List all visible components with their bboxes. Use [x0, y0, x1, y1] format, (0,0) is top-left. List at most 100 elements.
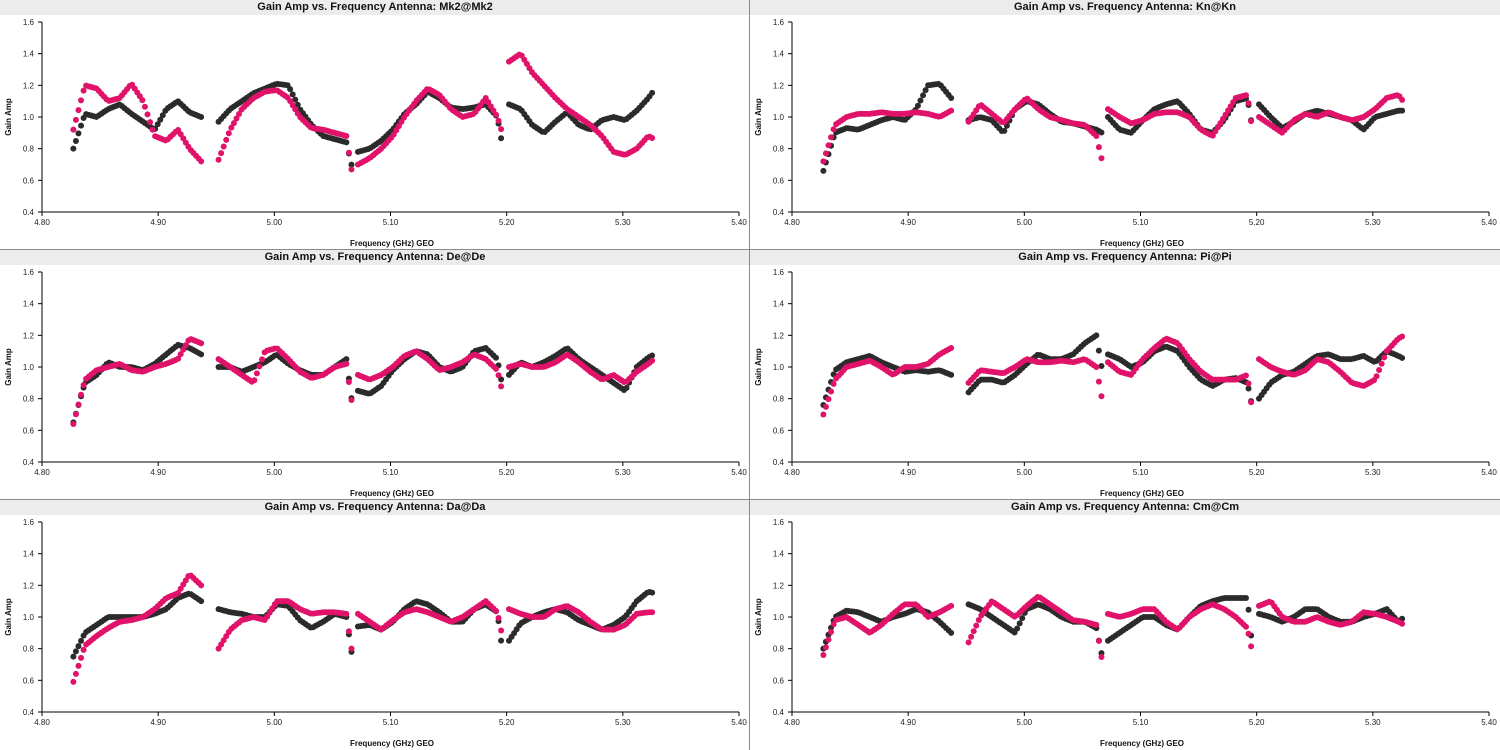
data-point: [828, 134, 835, 141]
data-point: [1245, 100, 1252, 107]
y-tick-label: 0.4: [23, 708, 35, 717]
data-point: [182, 342, 189, 349]
data-point: [253, 370, 260, 377]
data-point: [498, 383, 505, 390]
data-point: [147, 119, 154, 126]
plot-title: Gain Amp vs. Frequency Antenna: Cm@Cm: [750, 500, 1500, 515]
data-point: [1242, 595, 1249, 601]
data-point: [80, 381, 87, 388]
y-tick-label: 1.2: [773, 331, 785, 340]
x-tick-label: 5.20: [499, 218, 515, 227]
data-point: [649, 357, 656, 364]
y-tick-label: 0.8: [773, 645, 785, 654]
y-tick-label: 0.4: [23, 458, 35, 467]
x-tick-label: 5.30: [615, 468, 631, 477]
data-point: [343, 356, 350, 363]
series-1: [820, 332, 1406, 408]
data-point: [973, 622, 980, 629]
data-point: [256, 363, 263, 370]
x-tick-label: 5.10: [383, 218, 399, 227]
y-tick-label: 0.8: [23, 395, 35, 404]
x-tick-label: 5.40: [731, 468, 747, 477]
x-tick-label: 5.40: [1481, 218, 1497, 227]
data-point: [1399, 333, 1406, 340]
x-tick-label: 5.30: [1365, 218, 1381, 227]
data-point: [948, 629, 955, 636]
x-tick-label: 5.30: [1365, 718, 1381, 727]
data-point: [78, 637, 85, 644]
data-point: [1098, 155, 1105, 162]
y-tick-label: 1.6: [23, 518, 35, 527]
data-point: [1248, 118, 1255, 125]
data-point: [72, 138, 79, 144]
data-point: [1093, 332, 1100, 339]
data-point: [649, 589, 656, 596]
y-tick-label: 0.6: [773, 426, 785, 435]
data-point: [80, 87, 87, 94]
data-point: [198, 340, 205, 347]
axes: 0.4 0.6 0.8 1.0 1.2 1.4 1.6 4.80 4.90 5.00 5.10 5.2…: [23, 268, 747, 477]
y-tick-label: 0.4: [23, 208, 35, 217]
data-point: [1399, 96, 1406, 103]
x-tick-label: 4.80: [784, 218, 800, 227]
x-tick-label: 4.90: [900, 218, 916, 227]
data-point: [345, 378, 352, 385]
y-tick-label: 0.4: [773, 458, 785, 467]
data-point: [820, 158, 827, 165]
data-point: [1242, 623, 1249, 630]
data-point: [223, 136, 230, 143]
data-point: [498, 637, 505, 644]
data-point: [292, 96, 299, 103]
data-point: [1093, 364, 1100, 370]
data-point: [495, 117, 502, 124]
y-tick-label: 1.6: [23, 268, 35, 277]
axes: 0.4 0.6 0.8 1.0 1.2 1.4 1.6 4.80 4.90 5.00 5.10 5.2…: [23, 18, 747, 227]
x-tick-label: 4.90: [150, 468, 166, 477]
y-tick-label: 1.6: [773, 268, 785, 277]
data-point: [1245, 630, 1252, 637]
y-tick-label: 1.2: [23, 81, 35, 90]
chart-mk2: 0.4 0.6 0.8 1.0 1.2 1.4 1.6 4.80 4.90 5.00 5.10 5.2…: [4, 18, 747, 248]
y-tick-label: 1.0: [23, 363, 35, 372]
chart-cm: 0.4 0.6 0.8 1.0 1.2 1.4 1.6 4.80 4.90 5.00 5.10 5.2…: [754, 518, 1497, 748]
y-axis-label: Gain Amp: [4, 348, 13, 386]
data-point: [1098, 362, 1105, 369]
data-point: [825, 636, 832, 643]
plot-title: Gain Amp vs. Frequency Antenna: De@De: [0, 250, 750, 265]
x-tick-label: 5.00: [1017, 218, 1033, 227]
data-point: [343, 610, 350, 617]
data-point: [1095, 637, 1102, 644]
data-point: [139, 97, 146, 104]
data-point: [70, 126, 77, 133]
y-tick-label: 1.0: [23, 113, 35, 122]
data-point: [965, 639, 972, 646]
data-point: [72, 648, 79, 655]
series-1: [820, 80, 1406, 174]
y-tick-label: 1.2: [773, 581, 785, 590]
y-tick-label: 1.4: [773, 300, 785, 309]
data-point: [198, 158, 205, 165]
data-point: [289, 91, 296, 98]
data-point: [948, 107, 955, 114]
data-point: [287, 86, 294, 93]
x-tick-label: 5.20: [1249, 468, 1265, 477]
chart-kn: 0.4 0.6 0.8 1.0 1.2 1.4 1.6 4.80 4.90 5.00 5.10 5.2…: [754, 18, 1497, 248]
series-2: [820, 92, 1406, 165]
plot-panel-cm: Gain Amp vs. Frequency Antenna: Cm@Cm 0.…: [750, 500, 1500, 750]
data-point: [348, 166, 355, 173]
x-tick-label: 4.90: [150, 218, 166, 227]
data-point: [80, 646, 87, 653]
x-tick-label: 5.00: [267, 468, 283, 477]
data-point: [1245, 606, 1252, 613]
data-point: [159, 112, 166, 119]
data-point: [922, 87, 929, 94]
data-point: [149, 126, 156, 133]
data-point: [198, 114, 205, 120]
data-point: [649, 609, 656, 616]
y-tick-label: 0.4: [773, 208, 785, 217]
data-point: [830, 621, 837, 628]
plot-panel-kn: Gain Amp vs. Frequency Antenna: Kn@Kn 0.…: [750, 0, 1500, 250]
data-point: [70, 678, 77, 685]
data-point: [72, 411, 79, 418]
